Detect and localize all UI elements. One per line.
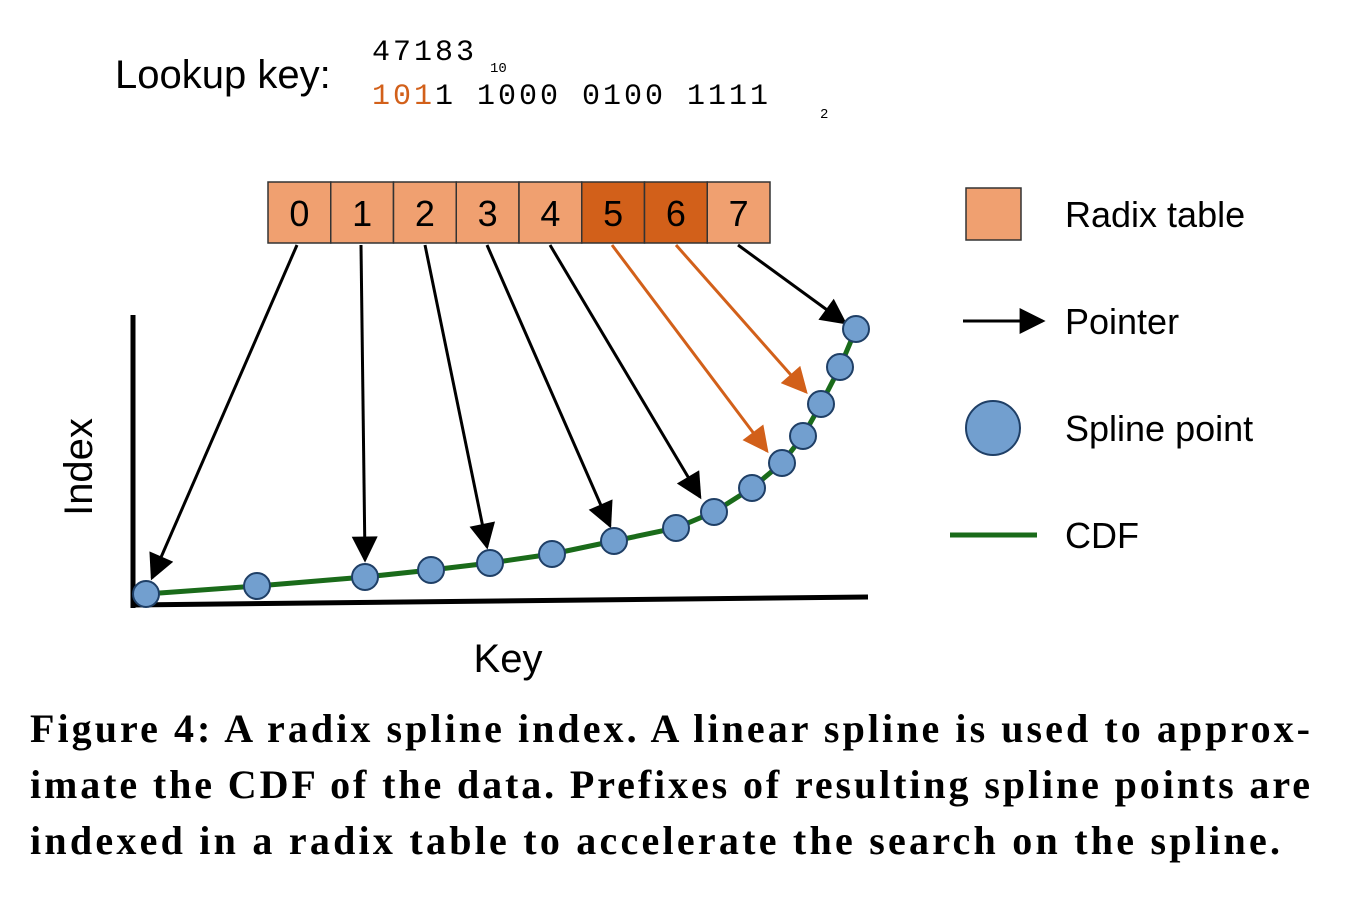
lookup-binary: 1011 1000 0100 1111 (372, 80, 771, 114)
radix-cell-label: 5 (603, 193, 623, 234)
radix-cell (267, 181, 332, 244)
legend-label: CDF (1065, 515, 1139, 556)
legend-radix-swatch (965, 187, 1022, 241)
spline-point (738, 474, 766, 502)
radix-cell-label: 1 (352, 193, 372, 234)
spline-points (132, 315, 870, 608)
radix-cell (643, 181, 708, 244)
radix-cell (392, 181, 457, 244)
pointer (737, 243, 848, 325)
spline-point (826, 353, 854, 381)
lookup-decimal-base: 10 (490, 61, 507, 77)
spline-point (700, 498, 728, 526)
caption-line: Figure 4: A radix spline index. A linear… (30, 706, 1310, 751)
radix-cell-label: 4 (540, 193, 560, 234)
spline-point (768, 449, 796, 477)
radix-cell (330, 181, 395, 244)
caption: Figure 4: A radix spline index. A linear… (30, 706, 1310, 863)
radix-cell (518, 181, 583, 244)
lookup-label: Lookup key: (115, 53, 331, 97)
spline-point (417, 556, 445, 584)
spline-point (243, 572, 271, 600)
legend-label: Radix table (1065, 194, 1245, 235)
pointer-highlight (610, 244, 769, 454)
spline-point (476, 549, 504, 577)
x-axis (130, 594, 869, 608)
radix-cell-label: 7 (729, 193, 749, 234)
caption-line: indexed in a radix table to accelerate t… (30, 818, 1280, 863)
lookup-decimal: 47183 (372, 36, 477, 70)
cdf-curve (145, 328, 859, 597)
lookup-binary-prefix: 101 (372, 80, 435, 114)
spline-point (789, 422, 817, 450)
legend-label: Spline point (1065, 408, 1253, 449)
pointer (548, 244, 702, 500)
spline-point (351, 563, 379, 591)
spline-point (807, 390, 835, 418)
radix-cell-label: 2 (415, 193, 435, 234)
spline-point (132, 580, 160, 608)
radix-cell-label: 3 (478, 193, 498, 234)
pointer (485, 244, 613, 529)
lookup-binary-rest: 1 1000 0100 1111 (435, 80, 771, 114)
caption-line: imate the CDF of the data. Prefixes of r… (30, 762, 1310, 807)
spline-point (842, 315, 870, 343)
legend: Radix table Pointer Spline point CDF (950, 187, 1253, 556)
radix-cell-label: 6 (666, 193, 686, 234)
x-axis-label: Key (474, 637, 543, 681)
spline-point (600, 527, 628, 555)
radix-cell (706, 181, 771, 244)
radix-cell-label: 0 (289, 193, 309, 234)
spline-point (662, 514, 690, 542)
pointer (423, 244, 496, 550)
pointer (149, 244, 299, 581)
radix-table: 0 1 2 3 4 5 6 7 (267, 181, 771, 244)
pointer (351, 244, 378, 563)
legend-label: Pointer (1065, 301, 1179, 342)
legend-spline-swatch (965, 400, 1021, 456)
radix-cell (581, 181, 646, 244)
lookup-binary-base: 2 (820, 107, 828, 123)
y-axis-label: Index (57, 418, 101, 516)
pointers (149, 243, 848, 581)
pointer-highlight (674, 244, 808, 394)
spline-point (538, 540, 566, 568)
